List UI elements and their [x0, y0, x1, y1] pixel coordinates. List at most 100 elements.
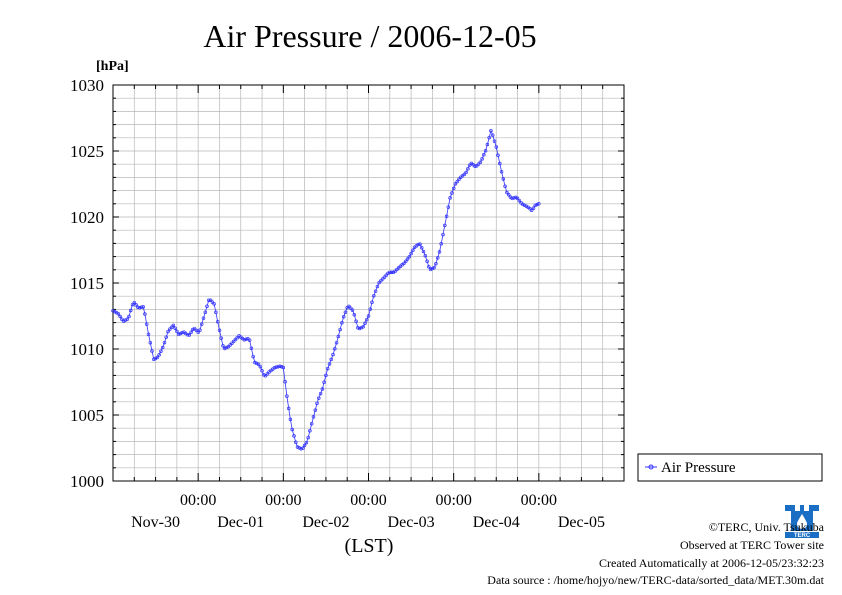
data-point — [235, 335, 239, 340]
data-point — [485, 142, 490, 147]
data-point — [494, 145, 499, 149]
data-point — [427, 264, 431, 269]
data-point — [402, 261, 406, 266]
data-point — [221, 344, 225, 348]
data-point — [533, 203, 538, 208]
x-tick-time: 00:00 — [180, 492, 216, 509]
data-point — [361, 324, 365, 329]
data-point — [194, 328, 199, 333]
data-point — [130, 302, 135, 307]
data-point — [294, 440, 298, 445]
data-point — [173, 326, 177, 330]
data-point — [350, 308, 355, 312]
data-point — [247, 338, 252, 342]
data-point — [185, 333, 190, 337]
data-point — [315, 401, 319, 405]
data-point — [201, 316, 206, 320]
data-point — [304, 440, 309, 445]
data-point — [260, 369, 264, 373]
legend: Air Pressure — [637, 453, 823, 482]
data-point — [228, 343, 232, 347]
y-tick-label: 1020 — [70, 208, 104, 227]
data-point — [320, 387, 325, 391]
data-point — [503, 184, 507, 189]
data-point — [370, 300, 374, 305]
data-point — [531, 206, 536, 210]
data-point — [521, 202, 525, 207]
data-point — [146, 332, 151, 336]
data-point — [308, 428, 312, 433]
data-point — [157, 353, 161, 357]
data-point — [214, 310, 218, 315]
data-point — [286, 406, 291, 411]
data-point — [279, 365, 284, 369]
data-point — [274, 365, 278, 369]
data-point — [166, 329, 170, 334]
credits-observed: Observed at TERC Tower site — [679, 538, 824, 552]
y-tick-label: 1015 — [70, 274, 104, 293]
data-point — [501, 177, 506, 181]
data-point — [499, 169, 504, 174]
data-point — [510, 196, 514, 201]
x-tick-date: Dec-01 — [217, 514, 264, 531]
data-point — [215, 319, 220, 324]
data-point — [356, 325, 360, 330]
x-tick-time: 00:00 — [350, 492, 386, 509]
x-tick-date: Dec-03 — [388, 514, 435, 531]
data-point — [141, 305, 145, 309]
data-point — [466, 166, 470, 171]
data-point — [338, 327, 342, 332]
data-point — [435, 256, 440, 260]
data-point — [490, 133, 495, 137]
data-point — [375, 284, 380, 289]
data-point — [506, 193, 511, 197]
data-point — [450, 191, 454, 195]
data-point — [290, 427, 294, 432]
data-point — [364, 317, 369, 322]
data-point — [462, 172, 467, 177]
data-point — [453, 182, 458, 186]
data-point — [340, 321, 344, 325]
data-point — [334, 340, 339, 345]
data-point — [249, 346, 254, 351]
data-point — [116, 311, 121, 316]
data-point — [125, 317, 129, 321]
x-tick-date: Dec-04 — [473, 514, 520, 531]
data-point — [128, 308, 133, 313]
data-point — [480, 157, 484, 161]
data-point — [327, 362, 332, 366]
data-point — [407, 254, 412, 259]
data-point — [262, 373, 266, 377]
y-axis-unit: [hPa] — [96, 59, 129, 74]
data-point — [272, 366, 277, 370]
x-axis-label: (LST) — [345, 535, 394, 557]
data-point — [428, 267, 433, 272]
data-point — [446, 205, 451, 209]
data-point — [118, 314, 122, 319]
data-point — [349, 306, 353, 310]
x-tick-date: Nov-30 — [131, 514, 180, 531]
data-point — [478, 160, 483, 164]
data-point — [432, 265, 436, 270]
data-point — [473, 164, 477, 168]
data-point — [175, 329, 179, 334]
credits-created: Created Automatically at 2006-12-05/23:3… — [599, 556, 824, 570]
data-point — [377, 280, 381, 285]
data-point — [517, 198, 522, 203]
data-point — [299, 447, 303, 451]
data-point — [331, 352, 335, 357]
data-point — [386, 271, 390, 276]
data-point — [409, 251, 413, 256]
data-point — [434, 262, 438, 266]
data-point — [148, 340, 153, 345]
data-point — [441, 232, 445, 237]
data-point — [283, 380, 287, 384]
series-line — [112, 129, 539, 450]
legend-swatch-marker — [648, 464, 654, 470]
data-point — [121, 319, 126, 323]
legend-box — [637, 453, 823, 482]
data-point — [205, 304, 209, 308]
data-point — [498, 161, 502, 166]
data-point — [425, 259, 429, 263]
data-point — [363, 321, 367, 326]
